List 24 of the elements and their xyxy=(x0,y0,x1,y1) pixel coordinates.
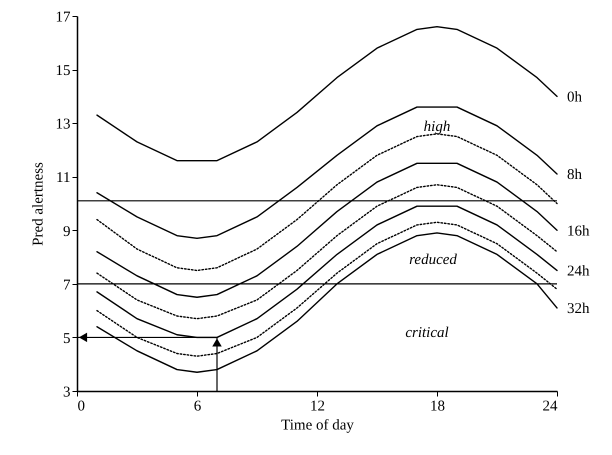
x-tick-label: 6 xyxy=(194,398,202,414)
x-tick-label: 12 xyxy=(310,398,325,414)
annotation: high xyxy=(424,119,450,135)
line-series xyxy=(96,26,558,162)
x-tick-label: 0 xyxy=(78,398,85,414)
series-label: 8h xyxy=(567,167,582,184)
series-label: 32h xyxy=(567,300,590,317)
y-tick-label: 11 xyxy=(56,170,70,186)
series-label: 24h xyxy=(567,263,590,280)
y-tick-label: 5 xyxy=(63,330,70,347)
y-tick-label: 13 xyxy=(56,116,70,133)
y-tick-label: 9 xyxy=(63,224,70,240)
annotation: critical xyxy=(405,325,449,341)
y-axis-title: Pred alertness xyxy=(30,162,46,246)
series-label: 0h xyxy=(567,89,582,106)
y-tick-label: 15 xyxy=(56,63,70,80)
x-tick-label: 24 xyxy=(542,398,558,414)
y-tick-label: 17 xyxy=(56,10,71,26)
x-axis-title: Time of day xyxy=(281,418,354,434)
annotation: reduced xyxy=(409,252,458,268)
y-tick-label: 3 xyxy=(63,384,70,400)
y-tick-label: 7 xyxy=(63,277,71,294)
x-tick-label: 18 xyxy=(430,398,445,414)
series-label: 16h xyxy=(567,223,590,240)
